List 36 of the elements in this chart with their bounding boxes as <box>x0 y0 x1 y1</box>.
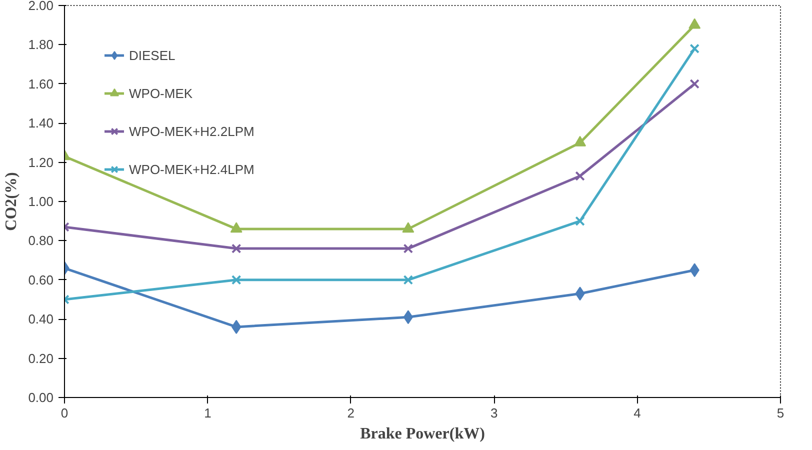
point <box>403 244 414 254</box>
point <box>575 216 585 226</box>
point <box>230 222 242 233</box>
y-tick-label: 1.40 <box>28 116 54 131</box>
point <box>690 44 700 54</box>
legend-label: WPO-MEK+H2.4LPM <box>129 162 254 176</box>
x-tick-label: 4 <box>634 406 641 420</box>
point <box>690 79 700 89</box>
x-tick-label: 5 <box>776 406 784 420</box>
x-tick-label: 3 <box>490 406 498 420</box>
point <box>574 136 586 146</box>
y-tick-label: 2.00 <box>28 0 54 13</box>
point <box>688 18 701 29</box>
legend-label: WPO-MEK <box>129 86 193 100</box>
y-tick-label: 0.60 <box>28 272 54 288</box>
y-tick-label: 0.00 <box>28 390 54 405</box>
x-tick-label: 1 <box>204 406 212 420</box>
y-tick-label: 0.20 <box>28 350 54 366</box>
y-tick-label: 1.20 <box>28 154 54 170</box>
y-tick-label: 1.80 <box>28 37 54 52</box>
point <box>575 171 585 181</box>
y-tick-label: 1.60 <box>28 76 54 92</box>
x-tick-label: 2 <box>347 406 355 420</box>
y-tick-label: 0.40 <box>28 312 54 327</box>
legend-label: DIESEL <box>129 48 176 62</box>
point <box>403 275 414 285</box>
point <box>403 310 414 324</box>
y-tick-label: 0.80 <box>28 233 54 248</box>
x-tick-label: 0 <box>60 406 68 420</box>
y-tick-label: 1.00 <box>28 194 54 209</box>
x-axis-title: Brake Power(kW) <box>360 426 485 442</box>
legend-label: WPO-MEK+H2.2LPM <box>129 124 254 138</box>
point <box>231 244 242 254</box>
point <box>231 275 242 285</box>
y-axis-title: CO2(%) <box>3 172 20 231</box>
point <box>402 222 414 233</box>
